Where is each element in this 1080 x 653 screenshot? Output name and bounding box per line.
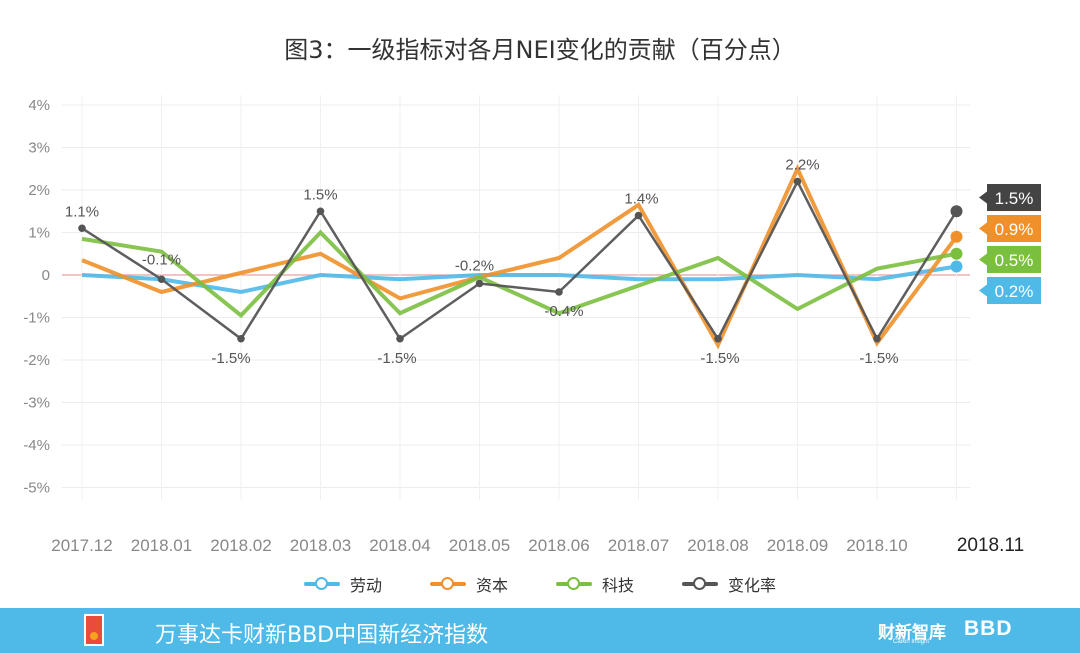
legend-label-tech: 科技 (602, 576, 635, 595)
series-lines (78, 163, 963, 350)
data-label: -1.5% (700, 350, 739, 367)
y-tick-label: 4% (28, 97, 50, 114)
legend-swatch-labor (303, 577, 340, 591)
nei-logo (84, 614, 104, 646)
series-line-2 (81, 229, 957, 319)
legend-item-change-rate[interactable]: 变化率 (682, 572, 776, 596)
legend-swatch-change-rate (682, 577, 719, 591)
caixin-insight-logo: 财新智库 (878, 623, 946, 643)
y-tick-label: 2% (28, 182, 50, 199)
change-rate-point (475, 279, 484, 288)
x-tick-label: 2018.03 (290, 536, 351, 555)
bbd-logo: BBD (964, 617, 1013, 640)
footer-bar: 万事达卡财新BBD中国新经济指数 财新智库 Caixin Insight BBD (0, 608, 1080, 653)
data-label: 1.4% (624, 191, 658, 208)
line-chart: 4%3%2%1%0-1%-2%-3%-4%-5% 2017.12 2018.01 2… (23, 95, 1041, 556)
end-label-text: 1.5% (995, 189, 1034, 208)
end-label-tag (979, 184, 1041, 211)
legend: 劳动 资本 科技 变化率 (0, 572, 1080, 596)
change-rate-point (316, 207, 325, 216)
end-label-text: 0.2% (995, 282, 1034, 301)
y-tick-label: 1% (28, 225, 50, 242)
data-label: -1.5% (377, 350, 416, 367)
data-label: 1.1% (65, 203, 99, 220)
change-rate-point (157, 275, 166, 284)
data-label: -1.5% (859, 350, 898, 367)
series-line-3 (81, 178, 958, 342)
caixin-insight-subtitle: Caixin Insight (893, 639, 930, 645)
y-tick-label: 0 (42, 267, 50, 284)
y-tick-label: -2% (23, 352, 50, 369)
data-label: 2.2% (785, 157, 819, 174)
y-tick-label: -4% (23, 437, 50, 454)
grid (62, 95, 970, 500)
y-tick-label: -5% (23, 480, 50, 497)
change-rate-point (793, 177, 802, 186)
x-tick-label: 2018.08 (687, 536, 748, 555)
legend-label-capital: 资本 (475, 576, 508, 595)
data-label: -1.5% (211, 350, 250, 367)
end-label-tag (979, 215, 1041, 242)
y-tick-label: 3% (28, 140, 50, 157)
change-rate-point (555, 288, 563, 296)
series-line-1 (81, 163, 959, 350)
x-axis-ticks: 2017.12 2018.01 2018.02 2018.03 2018.04 2018.… (51, 535, 1024, 556)
end-label-text: 0.5% (995, 251, 1034, 270)
y-tick-label: -3% (23, 395, 50, 412)
x-tick-label: 2017.12 (51, 536, 112, 555)
series-endpoint-1 (950, 230, 963, 243)
series-line-0 (81, 264, 957, 295)
legend-label-labor: 劳动 (349, 576, 382, 595)
x-tick-label: 2018.09 (767, 536, 828, 555)
x-tick-label: 2018.11 (957, 535, 1024, 556)
change-rate-point (396, 334, 404, 343)
data-label: -0.4% (544, 303, 583, 320)
end-label-tag (979, 246, 1041, 273)
series-endpoint-0 (950, 260, 963, 273)
y-axis-ticks: 4% 3% 2% 1% 0 -1% -2% -3% -4% -5% (23, 97, 50, 497)
mastercard-icon (90, 632, 98, 640)
legend-swatch-tech (556, 577, 592, 591)
end-label-text: 0.9% (995, 220, 1034, 239)
change-rate-point (237, 334, 245, 343)
legend-item-tech[interactable]: 科技 (556, 572, 634, 596)
x-tick-label: 2018.05 (449, 536, 510, 555)
series-endpoint-3 (950, 205, 963, 218)
chart-title: 图3：一级指标对各月NEI变化的贡献（百分点） (284, 36, 796, 64)
series-endpoint-2 (950, 247, 963, 260)
change-rate-point (634, 211, 643, 220)
end-label-tag (979, 277, 1041, 304)
index-name: 万事达卡财新BBD中国新经济指数 (155, 623, 489, 648)
legend-label-change-rate: 变化率 (728, 576, 777, 595)
data-label: -0.1% (142, 251, 181, 268)
x-tick-label: 2018.02 (210, 536, 271, 555)
x-tick-label: 2018.06 (528, 536, 589, 555)
y-tick-label: -1% (23, 310, 50, 327)
x-tick-label: 2018.01 (131, 536, 192, 555)
end-labels: 1.5% 0.9% 0.5% 0.2% (979, 184, 1041, 304)
change-rate-point (873, 334, 881, 343)
data-label: -0.2% (455, 258, 494, 275)
data-labels: 1.1% -0.1% -1.5% 1.5% -1.5% -0.2% -0.4% 1.4% -1.… (65, 157, 899, 367)
x-tick-label: 2018.10 (846, 536, 907, 555)
x-tick-label: 2018.04 (369, 536, 430, 555)
data-label: 1.5% (303, 186, 337, 203)
x-tick-label: 2018.07 (608, 536, 669, 555)
legend-swatch-capital (429, 577, 466, 591)
legend-item-labor[interactable]: 劳动 (303, 572, 382, 596)
change-rate-point (714, 334, 722, 343)
change-rate-point (78, 224, 86, 233)
legend-item-capital[interactable]: 资本 (429, 572, 508, 596)
